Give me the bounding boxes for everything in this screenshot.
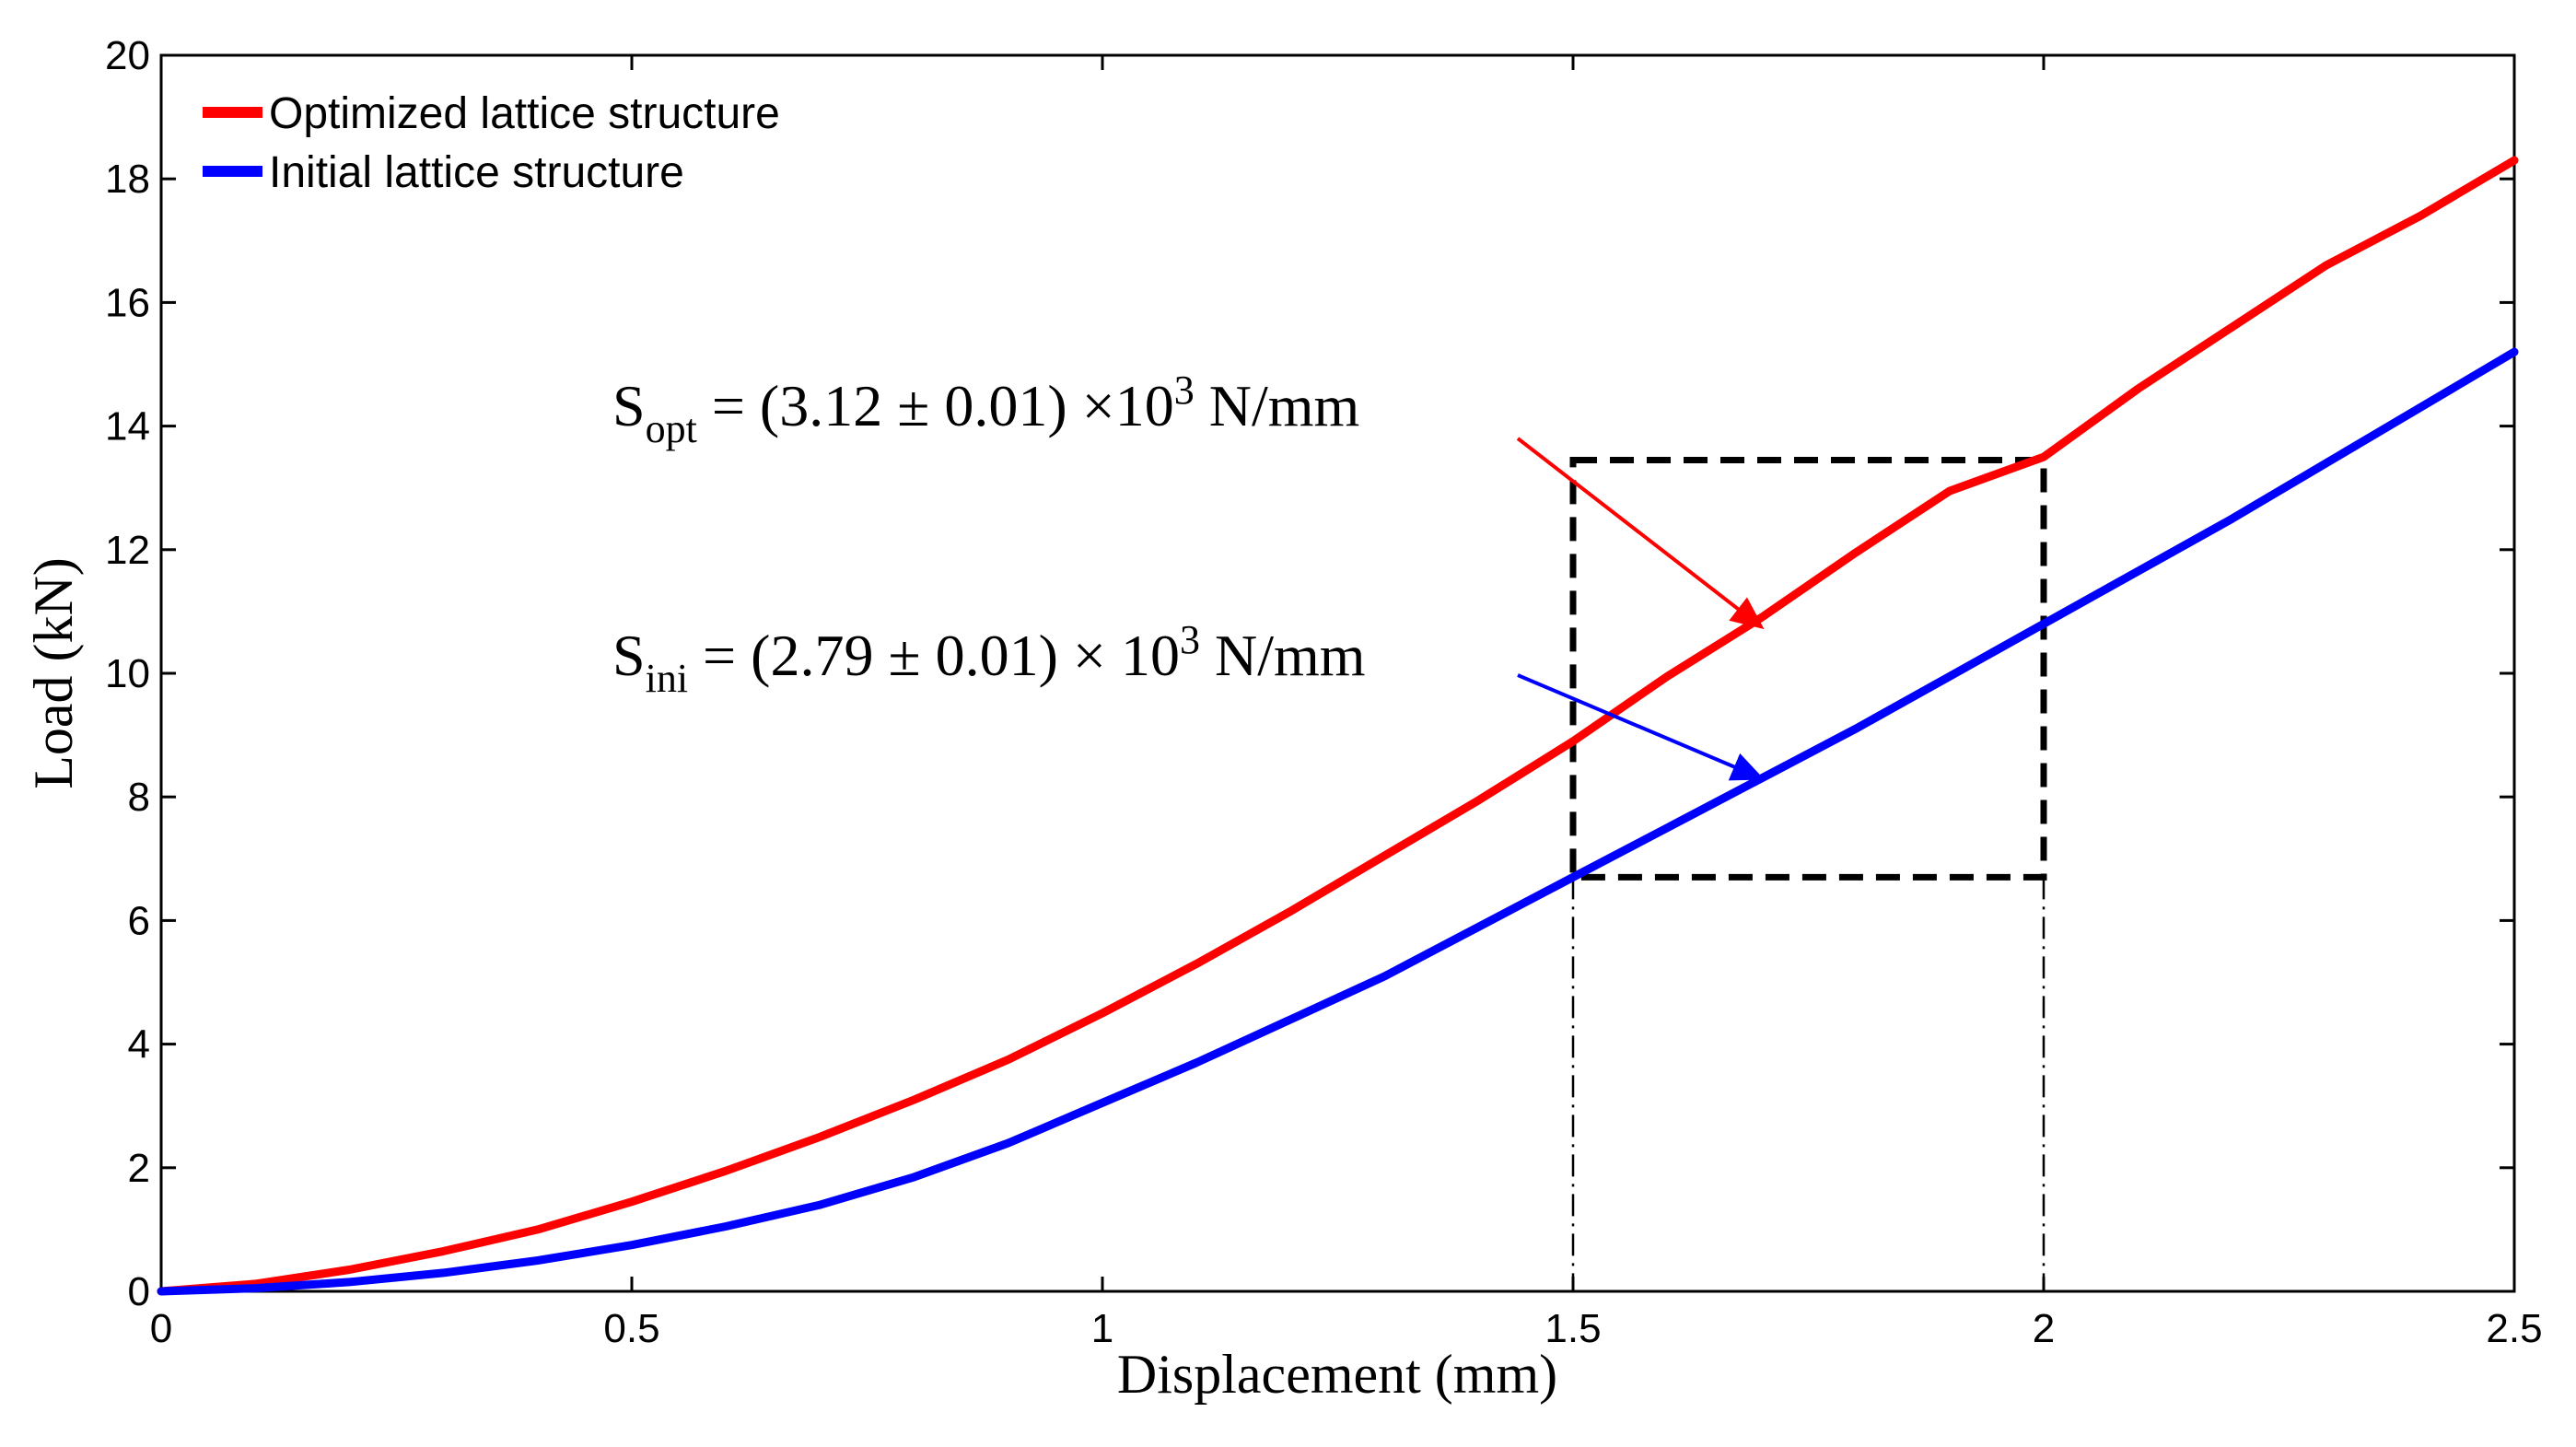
annotation-s-opt: Sopt = (3.12 ± 0.01) ×103 N/mm xyxy=(612,368,1359,451)
series-layer xyxy=(157,156,2519,1296)
y-tick-label: 18 xyxy=(105,157,150,202)
x-tick-label: 0 xyxy=(150,1306,172,1351)
y-tick-label: 12 xyxy=(105,528,150,573)
y-tick-label: 8 xyxy=(128,775,150,820)
plot-area-frame xyxy=(159,53,2516,1293)
series-line-initial xyxy=(157,347,2519,1296)
annotation-s-ini: Sini = (2.79 ± 0.01) × 103 N/mm xyxy=(612,617,1366,701)
y-tick-label: 14 xyxy=(105,404,150,449)
legend: Optimized lattice structure Initial latt… xyxy=(203,89,780,197)
x-tick-labels: 0 0.5 1 1.5 2 2.5 xyxy=(150,1306,2543,1351)
y-axis-label: Load (kN) xyxy=(23,557,84,789)
x-tick-label: 2 xyxy=(2033,1306,2055,1351)
annotation-arrow-opt xyxy=(1516,437,1765,630)
y-tick-label: 6 xyxy=(128,898,150,943)
x-axis-label: Displacement (mm) xyxy=(1117,1344,1557,1405)
x-tick-label: 2.5 xyxy=(2486,1306,2542,1351)
y-tick-label: 2 xyxy=(128,1146,150,1191)
x-tick-label: 1 xyxy=(1091,1306,1113,1351)
series-line-optimized xyxy=(157,156,2519,1296)
dashed-region-box xyxy=(1569,457,2047,881)
y-tick-label: 0 xyxy=(128,1269,150,1314)
legend-label-optimized: Optimized lattice structure xyxy=(269,89,780,138)
guide-lines xyxy=(1571,877,2046,1291)
x-tick-label: 0.5 xyxy=(603,1306,659,1351)
y-tick-label: 16 xyxy=(105,280,150,325)
y-tick-label: 20 xyxy=(105,33,150,78)
y-tick-labels: 0 2 4 6 8 10 12 14 16 18 20 xyxy=(105,33,150,1314)
y-tick-label: 4 xyxy=(128,1022,150,1068)
legend-label-initial: Initial lattice structure xyxy=(269,148,684,197)
y-tick-label: 10 xyxy=(105,651,150,696)
x-tick-label: 1.5 xyxy=(1544,1306,1601,1351)
annotation-arrow-ini xyxy=(1517,673,1766,781)
